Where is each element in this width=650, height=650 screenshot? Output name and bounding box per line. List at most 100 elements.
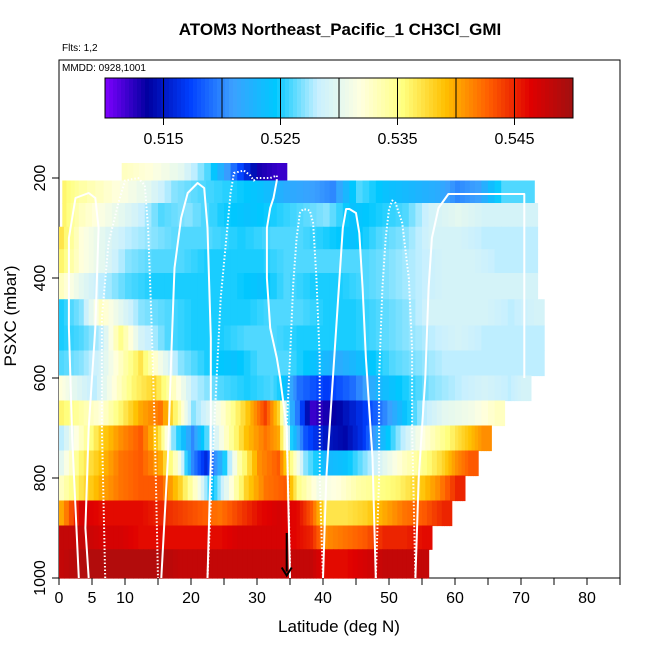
heatmap-cell (425, 475, 431, 502)
heatmap-cell (342, 549, 349, 579)
heatmap-cell (458, 450, 463, 477)
heatmap-cell (309, 299, 317, 327)
heatmap-cell (397, 549, 403, 579)
heatmap-cell (420, 475, 426, 502)
colorbar-swatch (125, 78, 130, 118)
heatmap-cell (276, 375, 281, 402)
heatmap-cell (167, 450, 174, 477)
heatmap-cell (316, 203, 324, 228)
heatmap-cell (184, 203, 194, 228)
heatmap-cell (280, 425, 284, 452)
heatmap-cell (511, 375, 515, 402)
heatmap-cell (375, 273, 383, 300)
heatmap-cell (138, 425, 144, 452)
heatmap-cell (200, 425, 205, 452)
heatmap-cell (532, 249, 536, 274)
heatmap-cell (380, 425, 387, 452)
heatmap-cell (461, 425, 466, 452)
heatmap-cell (473, 450, 477, 477)
heatmap-cell (488, 350, 496, 377)
heatmap-cell (494, 226, 502, 250)
heatmap-cell (402, 226, 410, 250)
heatmap-cell (459, 475, 464, 502)
heatmap-cell (158, 226, 166, 250)
heatmap-cell (389, 226, 397, 250)
heatmap-cell (488, 375, 496, 402)
heatmap-cell (380, 475, 387, 502)
colorbar-swatch (313, 78, 318, 118)
heatmap-cell (356, 400, 364, 427)
heatmap-cell (118, 400, 124, 427)
heatmap-cell (324, 180, 331, 204)
heatmap-cell (506, 180, 514, 204)
heatmap-cell (527, 325, 535, 352)
heatmap-cell (253, 226, 263, 250)
heatmap-cell (455, 203, 463, 228)
heatmap-cell (514, 299, 522, 327)
heatmap-cell (296, 350, 304, 377)
heatmap-cell (402, 203, 410, 228)
heatmap-cell (230, 180, 238, 204)
heatmap-cell (530, 226, 534, 250)
heatmap-cell (227, 500, 233, 527)
heatmap-cell (276, 180, 284, 204)
heatmap-cell (103, 475, 110, 502)
heatmap-cell (461, 226, 469, 250)
heatmap-cell (527, 203, 531, 228)
heatmap-cell (108, 299, 115, 327)
heatmap-cell (210, 450, 215, 477)
heatmap-cell (502, 400, 506, 427)
heatmap-cell (362, 273, 370, 300)
heatmap-cell (342, 299, 350, 327)
heatmap-cell (400, 475, 407, 502)
heatmap-cell (417, 400, 423, 427)
x-tick-label: 30 (248, 590, 266, 607)
heatmap-cell (395, 226, 403, 250)
heatmap-cell (362, 203, 370, 228)
colorbar-swatch (293, 78, 298, 118)
heatmap-cell (250, 400, 255, 427)
heatmap-cell (187, 450, 192, 477)
heatmap-cell (367, 525, 374, 550)
heatmap-cell (431, 400, 438, 427)
heatmap-cell (501, 325, 509, 352)
heatmap-cell (291, 549, 298, 579)
heatmap-cell (191, 163, 199, 182)
heatmap-cell (93, 475, 100, 502)
heatmap-cell (276, 163, 280, 182)
heatmap-cell (263, 350, 271, 377)
heatmap-cell (308, 425, 314, 452)
heatmap-cell (167, 500, 174, 527)
heatmap-cell (197, 249, 205, 274)
heatmap-cell (441, 375, 449, 402)
heatmap-cell (171, 180, 179, 204)
heatmap-cell (449, 500, 453, 527)
heatmap-cell (88, 249, 95, 274)
heatmap-cell (303, 249, 311, 274)
heatmap-cell (385, 475, 392, 502)
heatmap-cell (428, 299, 436, 327)
heatmap-cell (78, 475, 85, 502)
heatmap-cell (162, 525, 169, 550)
heatmap-cell (138, 249, 146, 274)
heatmap-cell (377, 450, 383, 477)
heatmap-cell (266, 163, 273, 182)
heatmap-cell (98, 203, 106, 228)
heatmap-cell (494, 299, 502, 327)
heatmap-cell (455, 450, 459, 477)
colorbar-swatch (269, 78, 274, 118)
heatmap-cell (118, 549, 124, 579)
heatmap-cell (316, 299, 324, 327)
heatmap-cell (468, 450, 472, 477)
heatmap-cell (261, 163, 268, 182)
heatmap-cell (541, 299, 545, 327)
heatmap-cell (263, 425, 268, 452)
heatmap-cell (83, 425, 90, 452)
heatmap-cell (423, 549, 427, 579)
heatmap-cell (197, 549, 204, 579)
flight-profile-line (67, 192, 100, 579)
heatmap-cell (270, 249, 278, 274)
heatmap-cell (529, 180, 533, 204)
heatmap-cell (197, 350, 205, 377)
heatmap-cell (88, 350, 95, 377)
